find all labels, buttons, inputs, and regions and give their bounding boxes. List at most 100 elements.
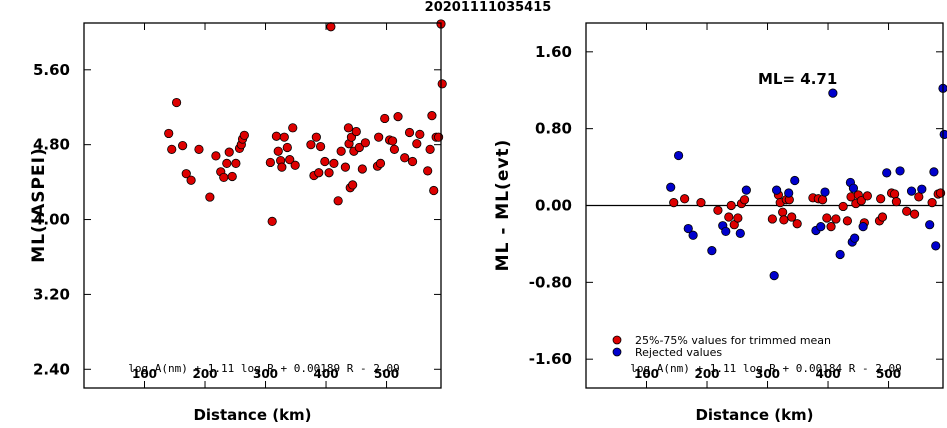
- y-axis-label: ML(IASPEI): [29, 147, 49, 262]
- y-tick-label: 1.60: [535, 43, 572, 61]
- data-point: [273, 146, 283, 156]
- data-point: [393, 111, 403, 122]
- formula-text: log A(nm) + 1.11 log R + 0.00184 R - 2.0…: [630, 362, 902, 375]
- data-point: [683, 223, 693, 234]
- data-point: [387, 136, 398, 146]
- data-point: [680, 194, 690, 204]
- x-tick-label: 100: [132, 367, 157, 381]
- data-point: [914, 192, 924, 202]
- data-point: [224, 147, 234, 157]
- data-point: [333, 196, 343, 206]
- data-point: [792, 219, 802, 229]
- data-point: [239, 130, 249, 140]
- data-point: [842, 216, 852, 226]
- data-point: [822, 213, 832, 223]
- data-point: [739, 195, 750, 205]
- data-point: [856, 196, 866, 206]
- data-point: [666, 182, 676, 192]
- data-point: [902, 206, 912, 216]
- data-point: [688, 230, 698, 240]
- data-point: [669, 198, 679, 208]
- legend-label: Rejected values: [635, 346, 722, 359]
- data-point: [354, 142, 364, 153]
- data-point: [721, 226, 731, 237]
- legend-marker: [612, 335, 622, 345]
- data-point: [329, 158, 339, 168]
- data-point: [820, 187, 830, 197]
- data-point: [816, 222, 826, 232]
- data-point: [324, 168, 334, 178]
- legend-label: 25%-75% values for trimmed mean: [635, 334, 831, 347]
- data-point: [357, 164, 367, 174]
- data-point: [282, 142, 292, 153]
- data-point: [835, 249, 845, 260]
- y-tick-label: -1.60: [529, 350, 572, 368]
- data-point: [306, 140, 316, 150]
- data-point: [741, 185, 751, 195]
- data-point: [767, 214, 777, 224]
- x-tick-label: 500: [374, 367, 399, 381]
- data-point: [882, 168, 892, 178]
- data-point: [404, 127, 415, 138]
- data-point: [389, 144, 400, 154]
- data-point: [231, 158, 241, 168]
- y-tick-label: 0.80: [535, 120, 572, 138]
- data-point: [374, 132, 384, 142]
- y-tick-label: 3.20: [33, 285, 70, 303]
- data-point: [429, 185, 439, 196]
- data-point: [277, 162, 287, 172]
- x-tick-label: 300: [755, 367, 780, 381]
- ml-value-annotation: ML= 4.71: [758, 70, 837, 88]
- data-point: [707, 246, 717, 256]
- data-point: [375, 158, 386, 168]
- x-tick-label: 300: [253, 367, 278, 381]
- legend-marker: [612, 347, 622, 357]
- data-point: [877, 212, 888, 222]
- data-point: [876, 194, 886, 204]
- data-point: [862, 191, 872, 201]
- data-point: [437, 79, 447, 89]
- data-point: [831, 214, 841, 224]
- data-point: [838, 201, 848, 212]
- data-point: [315, 141, 326, 152]
- data-point: [227, 171, 237, 182]
- data-point: [889, 189, 900, 199]
- data-point: [895, 166, 905, 176]
- figure-title: 20201111035415: [425, 0, 552, 15]
- plot-frame: [585, 22, 944, 389]
- data-point: [848, 183, 859, 193]
- data-point: [817, 195, 828, 205]
- data-point: [290, 160, 300, 170]
- x-tick-label: 400: [314, 367, 339, 381]
- data-point: [850, 233, 860, 243]
- data-point: [787, 212, 797, 222]
- data-point: [735, 228, 745, 238]
- data-point: [828, 88, 838, 98]
- x-tick-label: 100: [634, 367, 659, 381]
- data-point: [178, 141, 188, 151]
- data-point: [167, 144, 177, 154]
- data-point: [271, 131, 282, 141]
- data-point: [340, 162, 350, 172]
- data-point: [779, 215, 789, 225]
- data-point: [925, 220, 935, 230]
- data-point: [171, 97, 182, 108]
- data-point: [320, 156, 330, 167]
- data-point: [713, 205, 723, 215]
- data-point: [412, 139, 422, 149]
- data-point: [181, 169, 191, 179]
- x-tick-label: 400: [816, 367, 841, 381]
- data-point: [917, 184, 927, 194]
- y-tick-label: 5.60: [33, 61, 70, 79]
- data-point: [265, 157, 275, 168]
- data-point: [696, 198, 706, 208]
- x-axis-label: Distance (km): [695, 406, 813, 424]
- data-point: [826, 222, 836, 232]
- data-point: [279, 132, 289, 142]
- data-point: [927, 198, 937, 208]
- data-point: [314, 168, 324, 178]
- left-chart-ml-iaspei: 100 200 300 400 500 2.40 3.20 4.00 4.80 5.60 Dista…: [29, 19, 447, 424]
- data-point: [407, 156, 418, 167]
- formula-text: log A(nm) + 1.11 log R + 0.00189 R - 2.0…: [128, 362, 400, 375]
